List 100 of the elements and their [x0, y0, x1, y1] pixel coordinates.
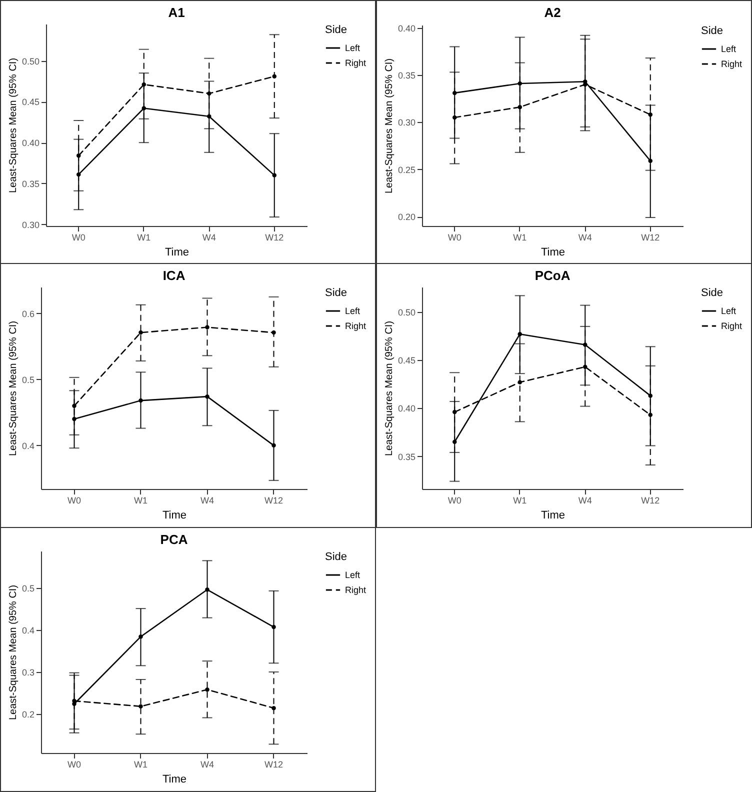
chart-title: A1	[168, 5, 185, 20]
point	[272, 330, 276, 335]
point	[76, 154, 81, 158]
point	[452, 410, 457, 414]
point	[72, 404, 76, 408]
chart-title: PCA	[160, 532, 188, 547]
x-axis-title: Time	[540, 510, 566, 522]
y-tick-label: 0.3	[22, 667, 34, 678]
legend-title: Side	[701, 287, 724, 299]
x-axis-title: Time	[162, 510, 187, 522]
point	[648, 158, 652, 164]
point	[138, 398, 143, 403]
x-tick-label: W4	[200, 760, 214, 770]
point	[648, 394, 652, 398]
point	[272, 443, 276, 448]
x-tick-label: W4	[578, 232, 592, 242]
x-tick-label: W0	[72, 232, 86, 242]
legend-label: Left	[345, 570, 361, 580]
legend-title: Side	[325, 287, 348, 299]
x-tick-label: W4	[202, 232, 216, 242]
y-tick-label: 0.30	[22, 220, 40, 230]
point	[518, 332, 522, 336]
y-tick-label: 0.30	[398, 118, 416, 128]
x-tick-label: W12	[264, 496, 284, 506]
point	[272, 74, 276, 78]
point	[272, 624, 276, 630]
y-tick-label: 0.50	[22, 56, 40, 66]
y-tick-label: 0.50	[398, 308, 416, 318]
y-tick-label: 0.35	[398, 452, 416, 462]
x-tick-label: W0	[68, 496, 81, 506]
legend-title: Side	[325, 24, 348, 36]
legend-label: Right	[345, 58, 367, 68]
point	[272, 173, 276, 178]
point	[205, 588, 210, 592]
x-tick-label: W0	[448, 496, 462, 506]
point	[207, 114, 212, 119]
point	[207, 91, 212, 96]
legend-label: Right	[721, 321, 743, 331]
y-axis-title: Least-Squares Mean (95% CI)	[8, 320, 19, 456]
y-tick-label: 0.45	[22, 97, 40, 108]
y-tick-label: 0.40	[398, 23, 416, 34]
x-tick-label: W12	[641, 496, 660, 506]
y-tick-label: 0.5	[22, 583, 34, 594]
point	[518, 380, 522, 384]
point	[583, 342, 588, 347]
y-tick-label: 0.4	[22, 440, 34, 451]
y-tick-label: 0.20	[398, 212, 416, 222]
point	[205, 687, 210, 692]
point	[583, 364, 588, 369]
x-tick-label: W12	[264, 760, 284, 770]
y-tick-label: 0.5	[22, 374, 34, 385]
y-axis-title: Least-Squares Mean (95% CI)	[8, 584, 19, 720]
x-axis-title: Time	[162, 774, 187, 786]
point	[205, 394, 210, 399]
legend-label: Left	[721, 306, 737, 316]
point	[518, 81, 522, 86]
y-tick-label: 0.40	[398, 404, 416, 414]
point	[72, 416, 76, 422]
chart-title: ICA	[162, 268, 186, 283]
x-tick-label: W1	[134, 760, 148, 770]
chart-title: A2	[544, 4, 561, 20]
x-axis-title: Time	[164, 246, 190, 258]
point	[518, 104, 522, 110]
x-axis-title: Time	[540, 246, 566, 258]
y-tick-label: 0.6	[22, 308, 34, 319]
y-tick-label: 0.4	[22, 625, 34, 636]
point	[648, 412, 652, 418]
point	[142, 82, 146, 87]
y-tick-label: 0.35	[398, 70, 416, 81]
x-tick-label: W1	[137, 232, 151, 242]
x-tick-label: W0	[68, 760, 81, 770]
legend-label: Right	[345, 585, 367, 595]
point	[648, 112, 652, 117]
y-axis-title: Least-Squares Mean (95% CI)	[384, 320, 395, 456]
chart-title: PCoA	[534, 268, 571, 283]
y-tick-label: 0.45	[398, 356, 416, 366]
legend-label: Right	[721, 59, 743, 69]
y-axis-title: Least-Squares Mean (95% CI)	[384, 58, 395, 194]
legend-title: Side	[325, 551, 348, 563]
point	[205, 325, 210, 330]
y-axis-title: Least-Squares Mean (95% CI)	[8, 58, 19, 194]
x-tick-label: W0	[448, 232, 462, 242]
point	[138, 704, 143, 708]
point	[138, 634, 143, 639]
y-tick-label: 0.35	[22, 178, 40, 189]
point	[452, 90, 457, 96]
point	[452, 115, 457, 120]
y-tick-label: 0.25	[398, 164, 416, 175]
x-tick-label: W12	[641, 232, 660, 242]
legend-label: Left	[345, 306, 361, 316]
x-tick-label: W4	[200, 496, 214, 506]
y-tick-label: 0.2	[22, 709, 34, 720]
point	[272, 706, 276, 710]
legend-label: Right	[345, 321, 367, 331]
x-tick-label: W12	[265, 232, 284, 242]
point	[142, 106, 146, 110]
point	[138, 330, 143, 335]
x-tick-label: W4	[578, 496, 592, 506]
legend-label: Left	[721, 44, 737, 54]
y-tick-label: 0.40	[22, 138, 40, 148]
